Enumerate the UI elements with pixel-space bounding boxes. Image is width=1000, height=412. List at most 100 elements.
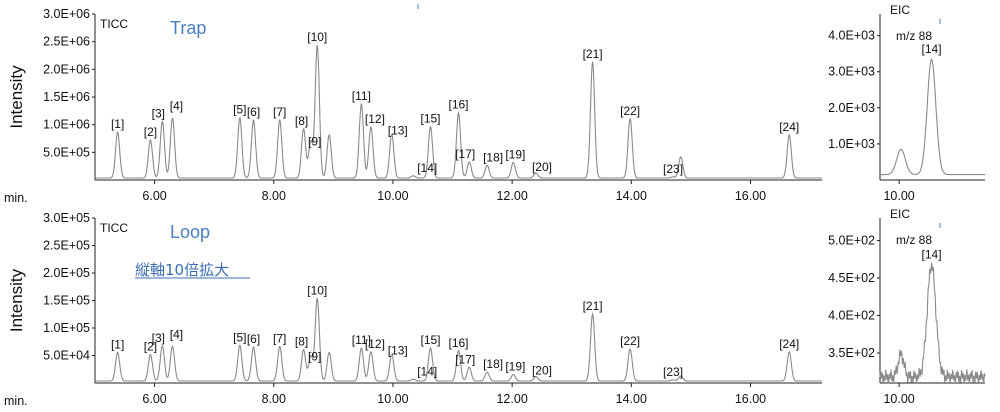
y-tick-label: 3.0E+06 [43,7,90,21]
peak-label: [2] [144,340,157,354]
peak-label: [22] [620,104,640,118]
y-tick-label: 1.0E+06 [43,118,90,132]
peak-label: [11] [352,333,371,347]
x-tick-label: 10.00 [377,189,408,203]
peak-label: [8] [295,114,308,128]
x-tick-label: 12.00 [496,189,527,203]
panel-tag: TICC [100,221,128,235]
peak-label: [14] [922,42,942,56]
mz-label: m/z 88 [896,29,932,43]
x-tick-label: 10.00 [883,392,914,406]
peak-label: [2] [144,125,157,139]
peak-label: [21] [583,299,603,313]
peak-label: [24] [779,337,799,351]
panel-title: Trap [170,18,206,38]
peak-label: [3] [152,331,165,345]
peak-label: [15] [420,112,440,126]
peak-label: [10] [307,30,327,44]
peak-label: [7] [273,105,286,119]
y-tick-label: 1.0E+05 [43,321,90,335]
peak-label: [4] [170,327,183,341]
peak-label: [14] [922,248,942,262]
y-tick-label: 3.0E+03 [828,65,875,79]
peak-label: [17] [455,352,475,366]
y-tick-label: 4.0E+03 [828,29,875,43]
x-tick-label: 14.00 [616,392,647,406]
peak-label: [19] [505,148,525,162]
peak-label: [12] [365,112,385,126]
y-tick-label: 5.0E+04 [43,349,90,363]
peak-label: [1] [111,117,124,131]
peak-label: [11] [352,89,371,103]
peak-label: [16] [448,336,468,350]
y-tick-label: 4.0E+02 [828,309,875,323]
peak-label: [9] [308,134,321,148]
peak-label: [23] [663,162,683,176]
y-axis-label: Intensity [7,65,26,129]
panel-tag: EIC [890,3,910,17]
y-tick-label: 5.0E+02 [828,234,875,248]
x-tick-label: 6.00 [142,189,166,203]
peak-label: [10] [307,284,327,298]
mz-label: m/z 88 [896,233,932,247]
x-axis-label: min. [4,394,28,408]
y-tick-label: 3.0E+05 [43,211,90,225]
x-tick-label: 6.00 [142,392,166,406]
peak-label: [21] [583,47,603,61]
panel-tag: EIC [890,207,910,221]
y-axis-label: Intensity [7,268,26,332]
y-tick-label: 1.0E+03 [828,137,875,151]
peak-label: [22] [620,334,640,348]
y-tick-label: 5.0E+05 [43,145,90,159]
peak-label: [7] [273,331,286,345]
x-tick-label: 12.00 [496,392,527,406]
peak-label: [5] [233,330,246,344]
y-tick-label: 2.0E+03 [828,101,875,115]
peak-label: [17] [455,147,475,161]
y-tick-label: 2.0E+05 [43,266,90,280]
chromatogram-trace [880,58,985,176]
peak-label: [1] [111,337,124,351]
y-tick-label: 3.5E+02 [828,346,875,360]
peak-label: [6] [247,332,260,346]
x-axis-label: min. [4,191,28,205]
y-tick-label: 4.5E+02 [828,271,875,285]
x-tick-label: 14.00 [616,189,647,203]
peak-label: [3] [152,107,165,121]
peak-label: [13] [388,123,408,137]
bottom-main-panel: 5.0E+04 1.0E+05 1.5E+05 2.0E+05 2.5E+05 3.0E+… [4,4,822,408]
peak-label: [20] [532,364,552,378]
panel-title: Loop [170,222,210,242]
x-tick-label: 8.00 [262,189,286,203]
peak-label: [23] [663,365,683,379]
y-tick-label: 2.5E+05 [43,239,90,253]
x-tick-label: 8.00 [262,392,286,406]
peak-label: [18] [483,357,503,371]
top-main-panel: 5.0E+05 1.0E+06 1.5E+06 2.0E+06 2.5E+06 3.0E+… [4,4,822,205]
peak-label: [6] [247,105,260,119]
peak-label: [13] [388,344,408,358]
peak-label: [16] [448,98,468,112]
top-eic-panel: 1.0E+03 2.0E+03 3.0E+03 4.0E+03 10.00 [14] EIC… [828,3,985,203]
x-tick-label: 10.00 [377,392,408,406]
panel-tag: TICC [100,17,128,31]
magnification-note: 縦軸10倍拡大 [135,261,229,279]
bottom-eic-panel: 3.5E+02 4.0E+02 4.5E+02 5.0E+02 10.00 [14] EIC… [828,207,986,406]
x-tick-label: 16.00 [735,189,766,203]
y-tick-label: 1.5E+06 [43,90,90,104]
peak-label: [24] [779,120,799,134]
peak-label: [4] [170,99,183,113]
peak-label: [19] [505,359,525,373]
peak-label: [20] [532,160,552,174]
peak-label: [15] [420,333,440,347]
y-tick-label: 1.5E+05 [43,294,90,308]
peak-label: [8] [295,335,308,349]
chromatogram-trace [95,297,822,382]
peak-label: [18] [483,150,503,164]
peak-label: [14] [417,364,437,378]
x-tick-label: 16.00 [735,392,766,406]
chromatogram-trace [95,44,822,179]
x-tick-label: 10.00 [883,189,914,203]
chromatogram-trace [879,262,986,385]
